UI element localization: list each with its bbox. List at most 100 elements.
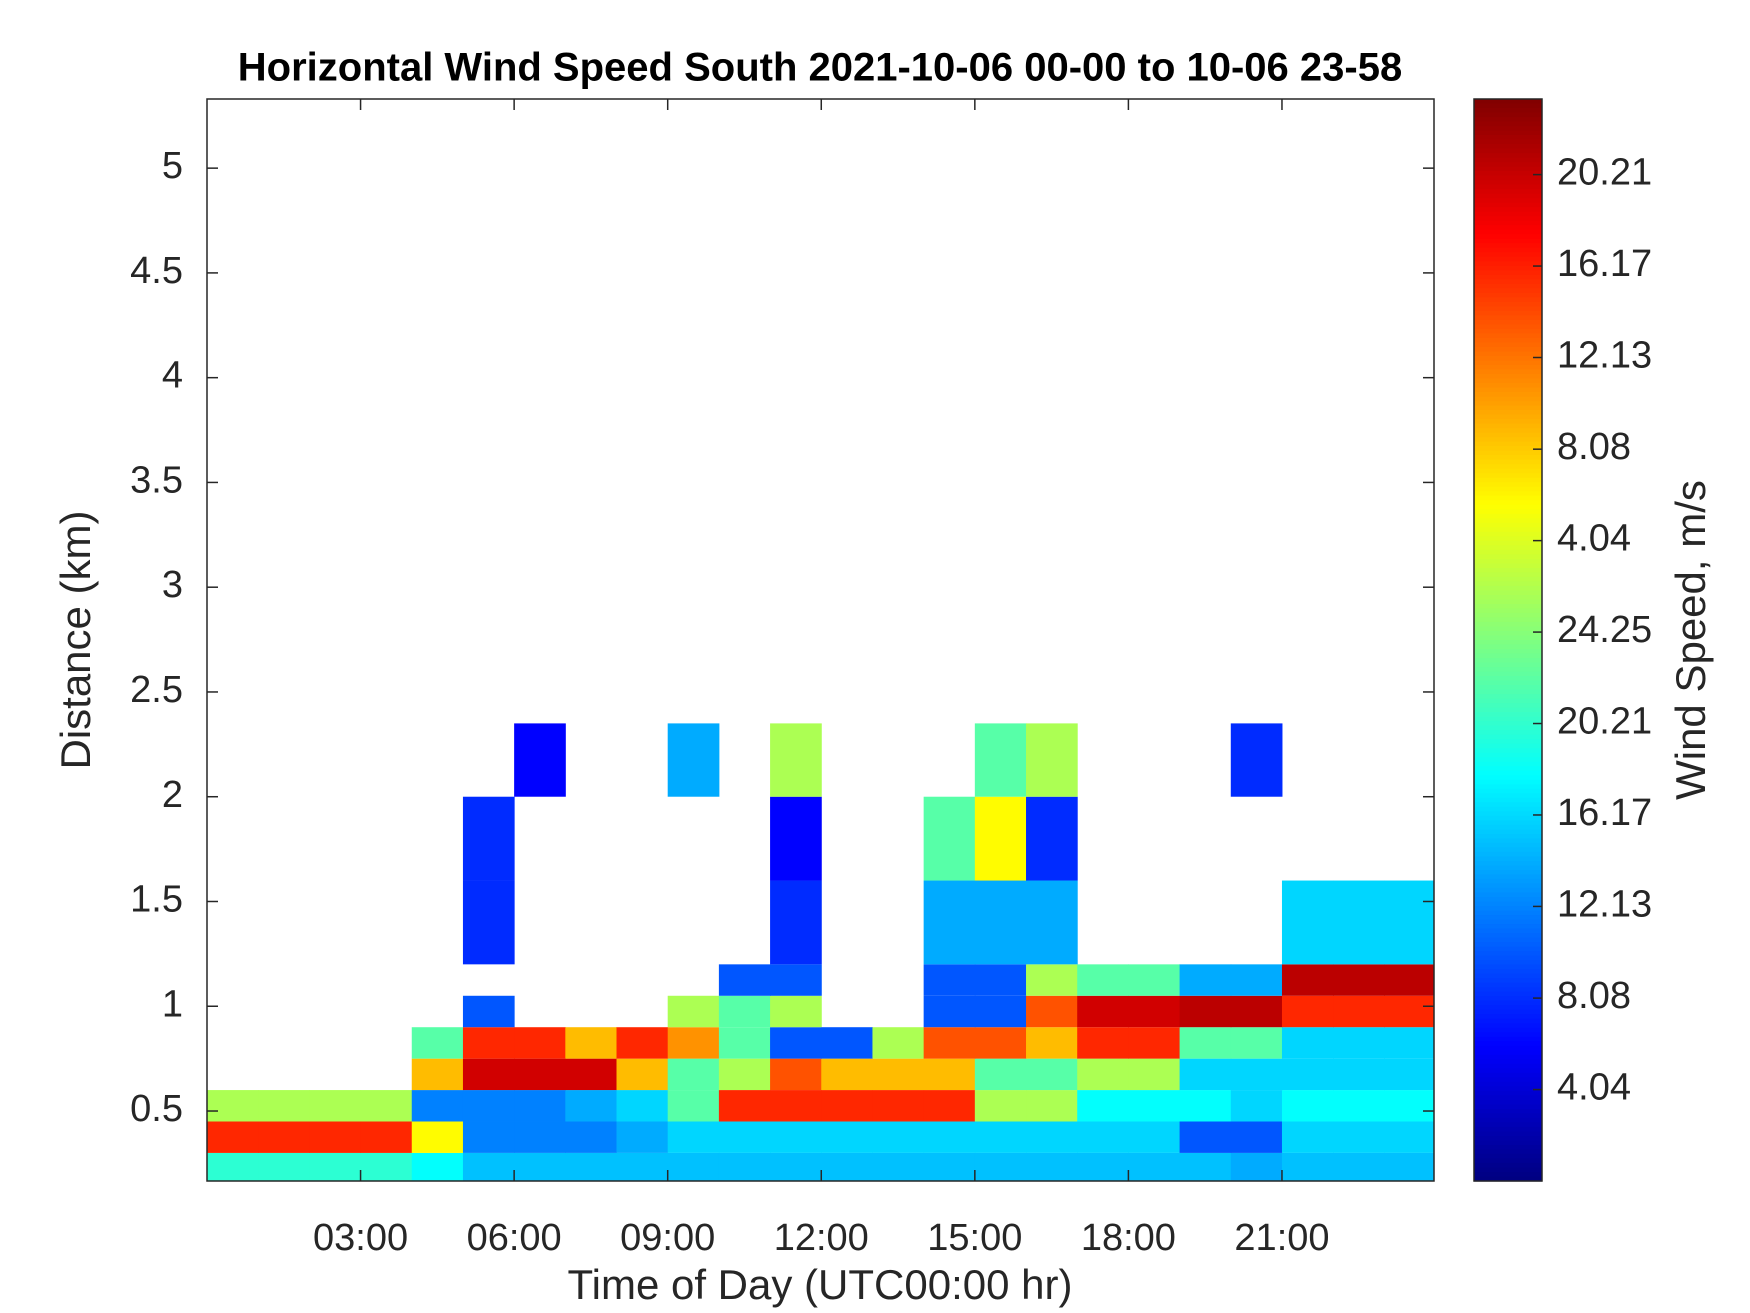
colorbar-segment (1474, 482, 1542, 488)
heatmap-cell (770, 1090, 822, 1122)
heatmap-cell (872, 1027, 925, 1059)
colorbar-segment (1474, 428, 1542, 434)
colorbar-segment (1474, 364, 1542, 371)
heatmap-cell (718, 1152, 771, 1181)
heatmap-cell (565, 1027, 618, 1059)
colorbar-segment (1474, 1023, 1542, 1029)
heatmap-cell (667, 723, 720, 797)
colorbar-segment (1474, 856, 1542, 862)
colorbar-segment (1474, 1149, 1542, 1155)
colorbar-segment (1474, 802, 1542, 808)
colorbar-segment (1474, 108, 1542, 114)
colorbar-segment (1474, 685, 1542, 691)
heatmap-cell (309, 1121, 362, 1153)
colorbar-segment (1474, 676, 1542, 682)
colorbar-frame (1473, 98, 1543, 1182)
heatmap-cell (770, 723, 822, 797)
colorbar-segment (1474, 139, 1542, 145)
y-tick-label: 1 (162, 983, 183, 1025)
heatmap-cell (1230, 1152, 1283, 1181)
heatmap-cell (667, 1121, 720, 1153)
colorbar-segment (1474, 662, 1542, 668)
colorbar-segment (1474, 626, 1542, 632)
colorbar-segment (1474, 860, 1542, 867)
colorbar-segment (1474, 617, 1542, 623)
colorbar-segment (1474, 969, 1542, 975)
heatmap-cell (1128, 1058, 1181, 1091)
colorbar-segment (1474, 725, 1542, 731)
colorbar-segment (1474, 180, 1542, 186)
colorbar-tick-label: 4.04 (1557, 1067, 1631, 1109)
heatmap-cell (1077, 1152, 1129, 1181)
colorbar-segment (1474, 545, 1542, 551)
colorbar-segment (1474, 229, 1542, 235)
heatmap-cell (1230, 964, 1283, 996)
colorbar-segment (1474, 1050, 1542, 1056)
colorbar-segment (1474, 1077, 1542, 1083)
heatmap-cell (821, 1090, 873, 1122)
colorbar-segment (1474, 477, 1542, 483)
y-tick-label: 3 (162, 564, 183, 606)
heatmap-cell (1333, 995, 1385, 1028)
colorbar-segment (1474, 220, 1542, 226)
colorbar-segment (1474, 752, 1542, 758)
colorbar-segment (1474, 1032, 1542, 1038)
heatmap-cell (514, 723, 566, 797)
colorbar-segment (1474, 1027, 1542, 1033)
colorbar-segment (1474, 455, 1542, 461)
heatmap-cell (770, 964, 822, 996)
heatmap-cell (1384, 1027, 1434, 1059)
colorbar-segment (1474, 405, 1542, 411)
colorbar-segment (1474, 189, 1542, 195)
colorbar-segment (1474, 640, 1542, 646)
colorbar-segment (1474, 694, 1542, 700)
heatmap-cell (1333, 1090, 1385, 1122)
colorbar-segment (1474, 247, 1542, 253)
colorbar-segment (1474, 793, 1542, 799)
heatmap-cell (1128, 1121, 1181, 1153)
heatmap-cell (616, 1121, 669, 1153)
heatmap-cell (923, 995, 976, 1028)
colorbar-tick-label: 8.08 (1557, 975, 1631, 1017)
heatmap-cell (974, 796, 1027, 881)
heatmap-cell (1179, 964, 1232, 996)
heatmap-cell (923, 1027, 976, 1059)
heatmap-cell (1026, 1152, 1078, 1181)
x-tick-label: 21:00 (1234, 1217, 1329, 1259)
colorbar-segment (1474, 509, 1542, 515)
colorbar-segment (1474, 1009, 1542, 1015)
heatmap-cell (770, 1058, 822, 1091)
colorbar-segment (1474, 558, 1542, 564)
colorbar-segment (1474, 297, 1542, 303)
heatmap-cell (770, 1121, 822, 1153)
heatmap-cell (872, 1058, 925, 1091)
colorbar-segment (1474, 635, 1542, 641)
heatmap-cell (411, 1121, 464, 1153)
colorbar-segment (1474, 1014, 1542, 1020)
colorbar-segment (1474, 878, 1542, 885)
colorbar-segment (1474, 157, 1542, 163)
y-tick-label: 1.5 (130, 879, 183, 921)
x-tick-label: 18:00 (1081, 1217, 1176, 1259)
colorbar-segment (1474, 112, 1542, 118)
colorbar-segment (1474, 274, 1542, 280)
colorbar-segment (1474, 328, 1542, 335)
heatmap-cell (974, 723, 1027, 797)
colorbar-segment (1474, 126, 1542, 132)
colorbar-segment (1474, 612, 1542, 619)
heatmap-cell (974, 1090, 1027, 1122)
heatmap-cell (1179, 1058, 1232, 1091)
colorbar-segment (1474, 446, 1542, 452)
heatmap-cell (1281, 1027, 1334, 1059)
colorbar-segment (1474, 283, 1542, 289)
heatmap-cell (923, 880, 976, 965)
colorbar-segment (1474, 757, 1542, 763)
colorbar-segment (1474, 671, 1542, 677)
heatmap-cell (1384, 964, 1434, 996)
colorbar-segment (1474, 915, 1542, 921)
colorbar-segment (1474, 1086, 1542, 1092)
heatmap-cell (1333, 1058, 1385, 1091)
colorbar-segment (1474, 148, 1542, 154)
colorbar-segment (1474, 599, 1542, 605)
colorbar-segment (1474, 739, 1542, 745)
